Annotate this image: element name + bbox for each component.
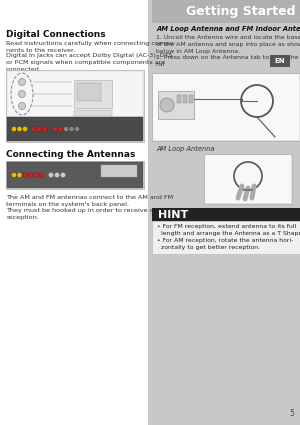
FancyBboxPatch shape <box>7 162 143 188</box>
FancyBboxPatch shape <box>152 0 300 22</box>
FancyBboxPatch shape <box>74 80 112 108</box>
Circle shape <box>160 98 174 112</box>
FancyBboxPatch shape <box>153 74 299 140</box>
FancyBboxPatch shape <box>189 95 193 103</box>
FancyBboxPatch shape <box>101 165 137 177</box>
FancyBboxPatch shape <box>6 70 144 142</box>
Circle shape <box>37 127 41 131</box>
FancyBboxPatch shape <box>270 55 290 67</box>
Circle shape <box>19 102 26 110</box>
Text: They must be hooked up in order to receive clear
reception.: They must be hooked up in order to recei… <box>6 208 166 220</box>
Text: Digital Connections: Digital Connections <box>6 30 106 39</box>
Text: Digital In Jacks can accept Dolby Digital (AC-3), DTS
or PCM signals when compat: Digital In Jacks can accept Dolby Digita… <box>6 53 172 72</box>
Text: Connecting the Antennas: Connecting the Antennas <box>6 150 135 159</box>
Text: 1. Uncoil the Antenna wire and locate the base end
of the AM antenna and snap in: 1. Uncoil the Antenna wire and locate th… <box>156 35 300 67</box>
Circle shape <box>11 173 16 178</box>
FancyBboxPatch shape <box>183 95 187 103</box>
Circle shape <box>42 127 47 131</box>
FancyBboxPatch shape <box>152 73 300 141</box>
FancyBboxPatch shape <box>74 110 112 116</box>
Text: AM Loop Antenna: AM Loop Antenna <box>156 146 214 152</box>
Text: AM Loop Antenna and FM Indoor Antenna: AM Loop Antenna and FM Indoor Antenna <box>156 26 300 32</box>
Circle shape <box>22 173 28 178</box>
Text: EN: EN <box>275 58 285 64</box>
Circle shape <box>34 173 38 178</box>
FancyBboxPatch shape <box>152 208 300 221</box>
Circle shape <box>49 173 53 178</box>
Text: The AM and FM antennas connect to the AM and FM
terminals on the system's back p: The AM and FM antennas connect to the AM… <box>6 195 173 207</box>
Circle shape <box>22 127 28 131</box>
FancyBboxPatch shape <box>177 95 181 103</box>
Circle shape <box>58 127 63 131</box>
Text: Read instructions carefully when connecting compo-
nents to the receiver.: Read instructions carefully when connect… <box>6 41 175 53</box>
Circle shape <box>31 127 36 131</box>
Text: HINT: HINT <box>158 210 188 219</box>
Circle shape <box>11 127 16 131</box>
FancyBboxPatch shape <box>158 91 194 119</box>
FancyBboxPatch shape <box>204 154 292 204</box>
Text: • For FM reception, extend antenna to its full
  length and arrange the Antenna : • For FM reception, extend antenna to it… <box>157 224 300 250</box>
Circle shape <box>64 127 68 131</box>
Circle shape <box>69 127 74 131</box>
FancyBboxPatch shape <box>7 71 143 117</box>
Circle shape <box>19 91 26 97</box>
Circle shape <box>52 127 58 131</box>
Circle shape <box>55 173 59 178</box>
Circle shape <box>74 127 80 131</box>
Text: 5: 5 <box>289 409 294 418</box>
Circle shape <box>17 127 22 131</box>
Circle shape <box>61 173 65 178</box>
FancyBboxPatch shape <box>77 83 101 101</box>
FancyBboxPatch shape <box>152 221 300 254</box>
FancyBboxPatch shape <box>7 117 143 141</box>
FancyBboxPatch shape <box>6 161 144 189</box>
FancyBboxPatch shape <box>205 155 291 203</box>
Circle shape <box>28 173 33 178</box>
Circle shape <box>19 79 26 85</box>
Text: Getting Started: Getting Started <box>187 5 296 17</box>
Circle shape <box>17 173 22 178</box>
FancyBboxPatch shape <box>0 0 148 425</box>
Circle shape <box>39 173 44 178</box>
